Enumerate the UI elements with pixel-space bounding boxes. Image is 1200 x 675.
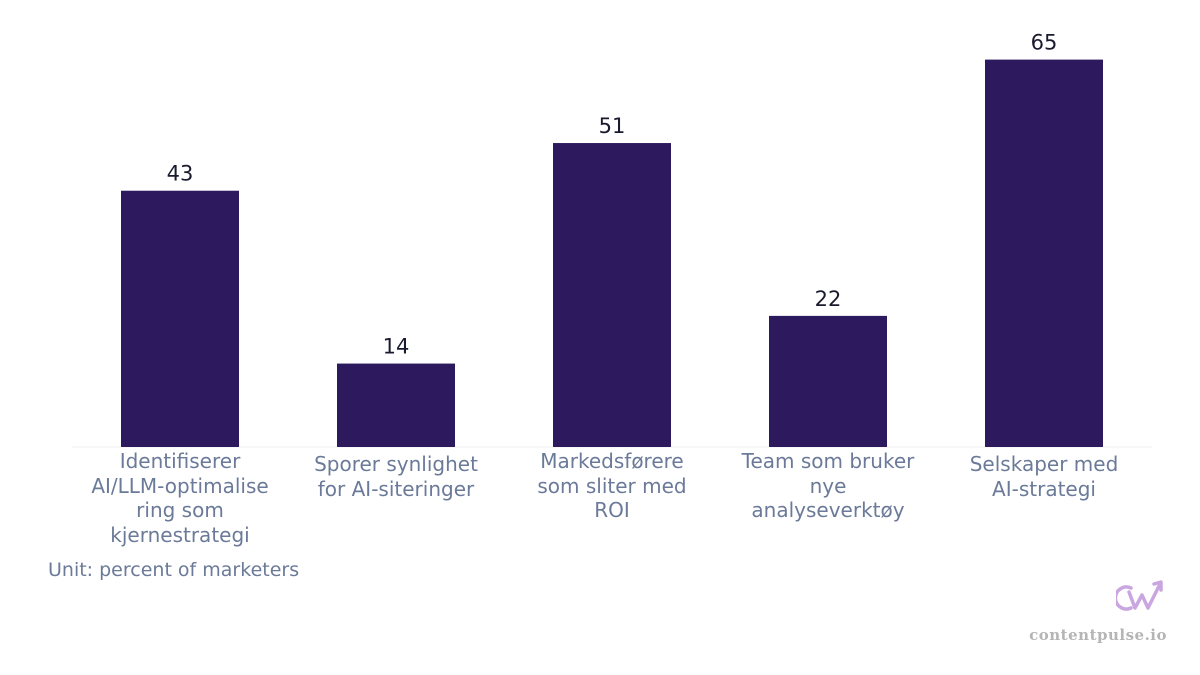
category-label: Identifiserer AI/LLM-optimalise ring som kj… [85,449,275,547]
category-label-line: nye [809,473,847,498]
unit-note: Unit: percent of marketers [48,559,300,581]
category-label: Markedsførere som sliter med ROI [517,449,707,523]
bar-value-label: 43 [167,162,194,186]
category-label: Selskaper med AI-strategi [949,452,1139,501]
category-label-line: ring som [136,498,224,522]
category-label-line: Identifiserer [119,449,241,473]
bar-value-label: 65 [1031,31,1058,55]
category-label: Sporer synlighet for AI-siteringer [301,452,491,501]
category-label-line: for AI-siteringer [317,476,475,501]
category-label-line: Markedsførere [540,449,684,473]
category-label-line: AI/LLM-optimalise [91,473,269,498]
category-label-line: Selskaper med [969,452,1119,476]
bar [769,315,887,447]
bar-value-label: 51 [599,114,626,138]
category-label: Team som bruker nye analyseverktøy [733,449,923,523]
bar [337,363,455,447]
category-label-line: som sliter med [537,473,687,498]
bar-value-label: 14 [383,335,410,359]
bar [553,143,671,448]
category-label-line: kjernestrategi [110,522,250,547]
bar [121,190,239,447]
category-label-line: ROI [594,498,630,522]
category-label-line: Team som bruker [741,449,915,473]
category-label-line: Sporer synlighet [314,452,478,476]
brand-domain: contentpulse.io [1029,626,1167,644]
bar-chart: 43 14 51 22 65 [72,31,1152,448]
category-label-line: analyseverktøy [751,498,905,522]
bar [985,59,1103,447]
category-label-line: AI-strategi [992,476,1096,501]
cw-arrow-logo-icon [1116,580,1163,611]
bar-value-label: 22 [815,287,842,311]
